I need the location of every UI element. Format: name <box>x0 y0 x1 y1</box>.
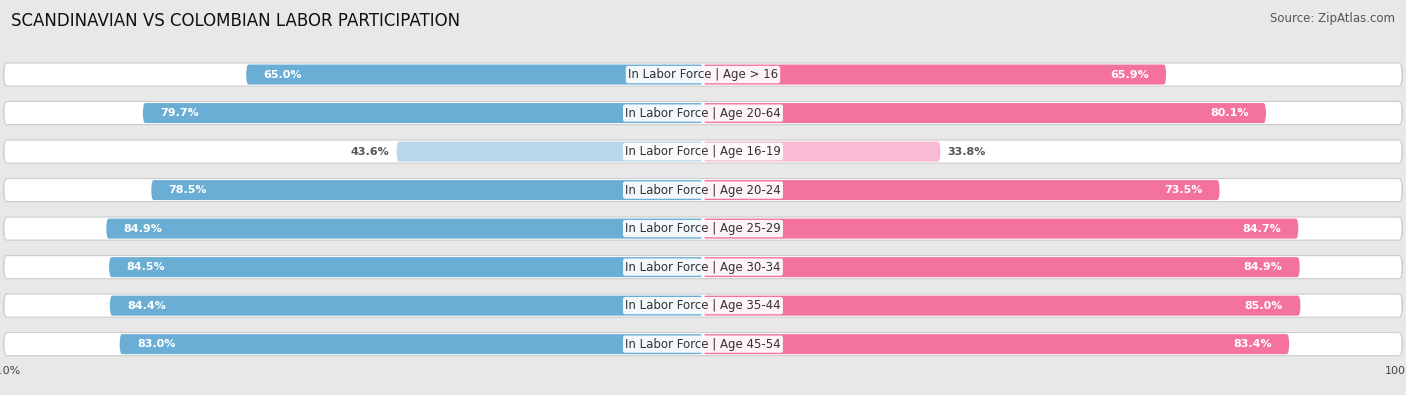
Text: 73.5%: 73.5% <box>1164 185 1202 195</box>
Text: In Labor Force | Age 20-24: In Labor Force | Age 20-24 <box>626 184 780 197</box>
Text: 33.8%: 33.8% <box>948 147 986 156</box>
Text: 83.4%: 83.4% <box>1233 339 1272 349</box>
Text: In Labor Force | Age 16-19: In Labor Force | Age 16-19 <box>626 145 780 158</box>
FancyBboxPatch shape <box>105 218 703 239</box>
Text: SCANDINAVIAN VS COLOMBIAN LABOR PARTICIPATION: SCANDINAVIAN VS COLOMBIAN LABOR PARTICIP… <box>11 12 460 30</box>
FancyBboxPatch shape <box>3 140 1403 163</box>
Text: Source: ZipAtlas.com: Source: ZipAtlas.com <box>1270 12 1395 25</box>
FancyBboxPatch shape <box>3 179 1403 201</box>
FancyBboxPatch shape <box>152 180 703 200</box>
FancyBboxPatch shape <box>396 141 703 162</box>
FancyBboxPatch shape <box>703 180 1220 200</box>
FancyBboxPatch shape <box>703 218 1299 239</box>
Text: 85.0%: 85.0% <box>1244 301 1284 310</box>
FancyBboxPatch shape <box>703 64 1167 85</box>
Text: In Labor Force | Age 25-29: In Labor Force | Age 25-29 <box>626 222 780 235</box>
FancyBboxPatch shape <box>3 256 1403 279</box>
Text: In Labor Force | Age 30-34: In Labor Force | Age 30-34 <box>626 261 780 274</box>
Text: 84.5%: 84.5% <box>127 262 165 272</box>
FancyBboxPatch shape <box>3 102 1403 125</box>
Text: In Labor Force | Age 35-44: In Labor Force | Age 35-44 <box>626 299 780 312</box>
Text: 84.9%: 84.9% <box>1243 262 1282 272</box>
Text: 83.0%: 83.0% <box>138 339 176 349</box>
FancyBboxPatch shape <box>3 294 1403 317</box>
Text: 65.9%: 65.9% <box>1109 70 1149 79</box>
FancyBboxPatch shape <box>703 141 941 162</box>
FancyBboxPatch shape <box>703 103 1267 123</box>
Text: 43.6%: 43.6% <box>350 147 389 156</box>
Text: 79.7%: 79.7% <box>160 108 200 118</box>
Text: 84.4%: 84.4% <box>127 301 166 310</box>
Text: In Labor Force | Age 45-54: In Labor Force | Age 45-54 <box>626 338 780 351</box>
Text: 78.5%: 78.5% <box>169 185 207 195</box>
FancyBboxPatch shape <box>110 295 703 316</box>
Text: 84.7%: 84.7% <box>1241 224 1281 233</box>
Text: 84.9%: 84.9% <box>124 224 163 233</box>
FancyBboxPatch shape <box>143 103 703 123</box>
Text: 80.1%: 80.1% <box>1211 108 1249 118</box>
FancyBboxPatch shape <box>703 257 1299 277</box>
Text: In Labor Force | Age 20-64: In Labor Force | Age 20-64 <box>626 107 780 120</box>
FancyBboxPatch shape <box>3 63 1403 86</box>
FancyBboxPatch shape <box>120 334 703 354</box>
FancyBboxPatch shape <box>703 295 1301 316</box>
FancyBboxPatch shape <box>703 334 1289 354</box>
FancyBboxPatch shape <box>3 217 1403 240</box>
Text: 65.0%: 65.0% <box>264 70 302 79</box>
FancyBboxPatch shape <box>110 257 703 277</box>
Text: In Labor Force | Age > 16: In Labor Force | Age > 16 <box>628 68 778 81</box>
FancyBboxPatch shape <box>246 64 703 85</box>
FancyBboxPatch shape <box>3 333 1403 356</box>
